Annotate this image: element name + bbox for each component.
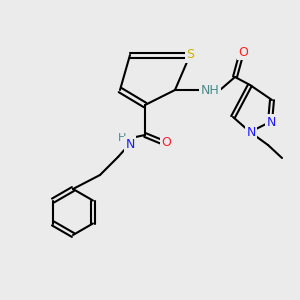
Text: O: O bbox=[238, 46, 248, 59]
Text: NH: NH bbox=[201, 83, 219, 97]
Text: H: H bbox=[118, 133, 126, 143]
Text: S: S bbox=[186, 49, 194, 62]
Text: O: O bbox=[161, 136, 171, 148]
Text: N: N bbox=[266, 116, 276, 128]
Text: N: N bbox=[125, 137, 135, 151]
Text: N: N bbox=[246, 125, 256, 139]
